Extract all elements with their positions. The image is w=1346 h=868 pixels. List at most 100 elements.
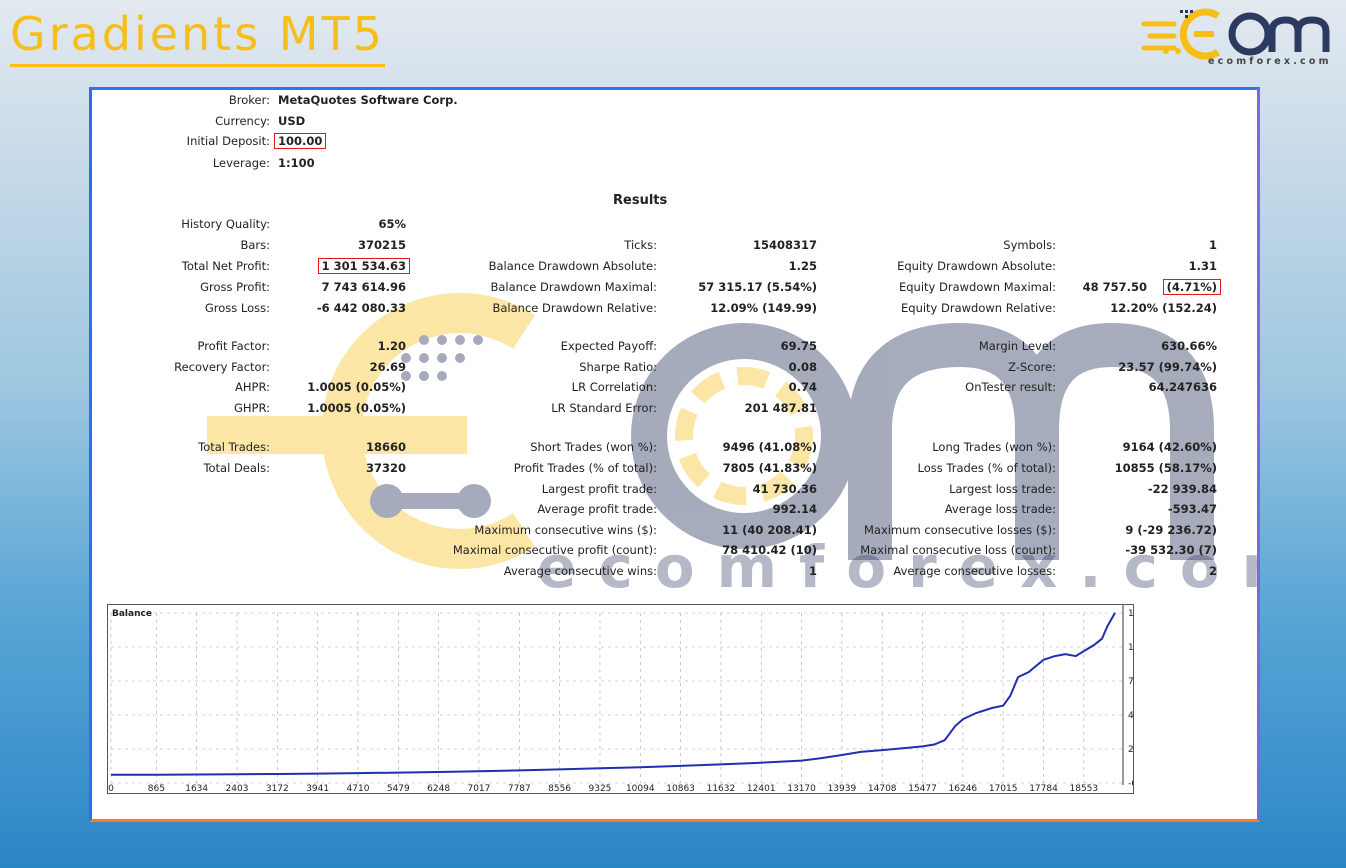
col1-label: History Quality: <box>181 217 270 231</box>
leverage-value: 1:100 <box>278 156 315 170</box>
col2-value: 9496 (41.08%) <box>722 440 817 454</box>
col1-label: Bars: <box>240 238 270 252</box>
x-tick-label: 12401 <box>747 784 776 793</box>
col2-label: Maximum consecutive wins ($): <box>474 523 657 537</box>
col3-value: 1 <box>1208 238 1217 252</box>
col1-label: Total Deals: <box>203 461 270 475</box>
col2-label: Average consecutive wins: <box>503 564 657 578</box>
chart-title: Balance <box>112 609 152 619</box>
col1-label: Gross Profit: <box>200 280 270 294</box>
col1-label: AHPR: <box>235 380 270 394</box>
y-tick-label: 483643 <box>1128 711 1133 721</box>
x-tick-label: 13939 <box>828 784 857 793</box>
col3-label: Maximal consecutive loss (count): <box>860 543 1056 557</box>
col3-label: Equity Drawdown Relative: <box>901 301 1056 315</box>
col3-label: Average loss trade: <box>944 502 1056 516</box>
col1-value: 1.20 <box>377 339 406 353</box>
col3-value: 9 (-29 236.72) <box>1125 523 1217 537</box>
initial-deposit-value: 100.00 <box>274 133 327 149</box>
col3-value: 10855 (58.17%) <box>1114 461 1217 475</box>
col2-label: Ticks: <box>624 238 657 252</box>
x-tick-label: 7017 <box>467 784 490 793</box>
currency-value: USD <box>278 114 306 128</box>
col3-label: Maximum consecutive losses ($): <box>864 523 1056 537</box>
col1-value: 37320 <box>365 461 406 475</box>
col1-value: 1.0005 (0.05%) <box>307 380 406 394</box>
col2-value: 78 410.42 (10) <box>722 543 817 557</box>
col3-label: OnTester result: <box>965 380 1056 394</box>
x-tick-label: 3941 <box>306 784 329 793</box>
broker-value: MetaQuotes Software Corp. <box>278 93 458 107</box>
x-tick-label: 1634 <box>185 784 208 793</box>
col3-value: 1.31 <box>1188 259 1217 273</box>
page-title: Gradients MT5 <box>10 6 385 67</box>
col2-value: 7805 (41.83%) <box>722 461 817 475</box>
x-tick-label: 14708 <box>868 784 897 793</box>
col2-value: 1.25 <box>788 259 817 273</box>
strategy-tester-report: Broker: MetaQuotes Software Corp. Curren… <box>92 90 1257 819</box>
col3-value: -22 939.84 <box>1147 482 1217 496</box>
balance-chart: 0 865 1634 2403 3172 3941 4710 5479 6248 7017 7787… <box>107 604 1168 794</box>
col2-label: Short Trades (won %): <box>530 440 657 454</box>
x-tick-label: 10094 <box>626 784 655 793</box>
col3-label: Largest loss trade: <box>949 482 1056 496</box>
col3-value: 630.66% <box>1161 339 1217 353</box>
col1-label: Recovery Factor: <box>174 360 270 374</box>
col1-value: 26.69 <box>369 360 406 374</box>
col1-value: 7 743 614.96 <box>321 280 406 294</box>
col2-label: Expected Payoff: <box>560 339 657 353</box>
x-tick-label: 10863 <box>666 784 695 793</box>
y-tick-label: -65992 <box>1128 779 1133 789</box>
col2-value: 57 315.17 (5.54%) <box>698 280 817 294</box>
x-tick-label: 17784 <box>1029 784 1058 793</box>
col3-label: Long Trades (won %): <box>932 440 1056 454</box>
broker-label: Broker: <box>228 93 270 107</box>
col2-value: 41 730.36 <box>752 482 817 496</box>
col2-label: Largest profit trade: <box>541 482 657 496</box>
col3-label: Margin Level: <box>978 339 1056 353</box>
col2-label: LR Standard Error: <box>551 401 657 415</box>
col3-label: Average consecutive losses: <box>893 564 1056 578</box>
col3-label: Equity Drawdown Absolute: <box>897 259 1056 273</box>
col1-label: Total Net Profit: <box>181 259 270 273</box>
col2-label: Profit Trades (% of total): <box>513 461 657 475</box>
col1-value: 1.0005 (0.05%) <box>307 401 406 415</box>
x-tick-label: 3172 <box>266 784 289 793</box>
y-tick-label: 758460 <box>1128 677 1133 687</box>
col3-value: 12.20% (152.24) <box>1110 301 1217 315</box>
col3-value: -39 532.30 (7) <box>1125 543 1217 557</box>
x-tick-label: 865 <box>148 784 165 793</box>
col3-label: Z-Score: <box>1008 360 1056 374</box>
y-tick-label: 1033277 <box>1128 643 1133 653</box>
col2-label: Balance Drawdown Maximal: <box>490 280 657 294</box>
col2-label: LR Correlation: <box>571 380 657 394</box>
x-tick-label: 18553 <box>1070 784 1099 793</box>
col1-label: Total Trades: <box>198 440 270 454</box>
col1-label: GHPR: <box>233 401 270 415</box>
x-tick-label: 17015 <box>989 784 1018 793</box>
col2-label: Sharpe Ratio: <box>579 360 657 374</box>
col3-label: Symbols: <box>1003 238 1056 252</box>
col2-label: Balance Drawdown Absolute: <box>488 259 657 273</box>
leverage-label: Leverage: <box>212 156 270 170</box>
col2-value: 0.08 <box>788 360 817 374</box>
x-tick-label: 6248 <box>427 784 450 793</box>
col2-value: 201 487.81 <box>744 401 817 415</box>
col2-value: 15408317 <box>752 238 817 252</box>
col3-value-percent: (4.71%) <box>1162 279 1221 295</box>
x-tick-label: 9325 <box>589 784 612 793</box>
x-tick-label: 11632 <box>707 784 736 793</box>
ecom-logo-icon <box>1141 8 1330 60</box>
x-tick-label: 13170 <box>787 784 816 793</box>
col1-value: 18660 <box>365 440 406 454</box>
col1-value: 370215 <box>357 238 406 252</box>
col3-label: Equity Drawdown Maximal: <box>898 280 1056 294</box>
col1-value: -6 442 080.33 <box>316 301 406 315</box>
col2-value: 0.74 <box>788 380 817 394</box>
col2-label: Average profit trade: <box>537 502 657 516</box>
x-tick-label: 7787 <box>508 784 531 793</box>
col3-value: 23.57 (99.74%) <box>1118 360 1217 374</box>
balance-series-line <box>110 612 1116 776</box>
currency-label: Currency: <box>215 114 270 128</box>
logo-site-text: ecomforex.com <box>1208 56 1332 67</box>
